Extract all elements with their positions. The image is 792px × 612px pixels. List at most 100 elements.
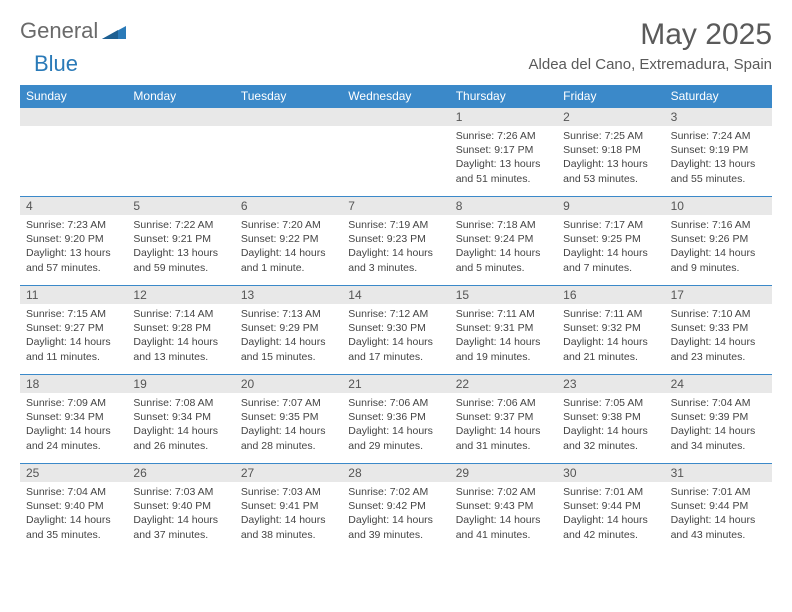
daylight-text: Daylight: 14 hours and 19 minutes. xyxy=(456,335,551,363)
dow-cell: Thursday xyxy=(450,85,557,107)
day-body: Sunrise: 7:07 AMSunset: 9:35 PMDaylight:… xyxy=(235,393,342,457)
day-body: Sunrise: 7:11 AMSunset: 9:31 PMDaylight:… xyxy=(450,304,557,368)
day-body: Sunrise: 7:15 AMSunset: 9:27 PMDaylight:… xyxy=(20,304,127,368)
sunrise-text: Sunrise: 7:11 AM xyxy=(563,307,658,321)
dow-cell: Saturday xyxy=(665,85,772,107)
day-cell: 29Sunrise: 7:02 AMSunset: 9:43 PMDayligh… xyxy=(450,464,557,552)
sunset-text: Sunset: 9:28 PM xyxy=(133,321,228,335)
day-number: 29 xyxy=(450,464,557,482)
day-cell: 12Sunrise: 7:14 AMSunset: 9:28 PMDayligh… xyxy=(127,286,234,374)
sunset-text: Sunset: 9:27 PM xyxy=(26,321,121,335)
daylight-text: Daylight: 14 hours and 29 minutes. xyxy=(348,424,443,452)
day-number-empty xyxy=(342,108,449,126)
daylight-text: Daylight: 13 hours and 53 minutes. xyxy=(563,157,658,185)
day-cell: 1Sunrise: 7:26 AMSunset: 9:17 PMDaylight… xyxy=(450,108,557,196)
day-number-empty xyxy=(20,108,127,126)
day-cell: 30Sunrise: 7:01 AMSunset: 9:44 PMDayligh… xyxy=(557,464,664,552)
day-number: 20 xyxy=(235,375,342,393)
week-row: 4Sunrise: 7:23 AMSunset: 9:20 PMDaylight… xyxy=(20,196,772,285)
day-cell: 24Sunrise: 7:04 AMSunset: 9:39 PMDayligh… xyxy=(665,375,772,463)
day-cell: 17Sunrise: 7:10 AMSunset: 9:33 PMDayligh… xyxy=(665,286,772,374)
sunrise-text: Sunrise: 7:19 AM xyxy=(348,218,443,232)
sunrise-text: Sunrise: 7:10 AM xyxy=(671,307,766,321)
dow-cell: Friday xyxy=(557,85,664,107)
sunrise-text: Sunrise: 7:03 AM xyxy=(241,485,336,499)
daylight-text: Daylight: 14 hours and 26 minutes. xyxy=(133,424,228,452)
day-cell: 22Sunrise: 7:06 AMSunset: 9:37 PMDayligh… xyxy=(450,375,557,463)
day-number: 27 xyxy=(235,464,342,482)
dow-row: SundayMondayTuesdayWednesdayThursdayFrid… xyxy=(20,85,772,107)
sunrise-text: Sunrise: 7:03 AM xyxy=(133,485,228,499)
sunrise-text: Sunrise: 7:16 AM xyxy=(671,218,766,232)
sunrise-text: Sunrise: 7:17 AM xyxy=(563,218,658,232)
sunset-text: Sunset: 9:36 PM xyxy=(348,410,443,424)
day-number: 18 xyxy=(20,375,127,393)
day-cell: 2Sunrise: 7:25 AMSunset: 9:18 PMDaylight… xyxy=(557,108,664,196)
day-cell: 31Sunrise: 7:01 AMSunset: 9:44 PMDayligh… xyxy=(665,464,772,552)
day-number: 4 xyxy=(20,197,127,215)
day-body: Sunrise: 7:06 AMSunset: 9:37 PMDaylight:… xyxy=(450,393,557,457)
dow-cell: Monday xyxy=(127,85,234,107)
month-title: May 2025 xyxy=(529,18,772,52)
day-cell: 7Sunrise: 7:19 AMSunset: 9:23 PMDaylight… xyxy=(342,197,449,285)
day-number-empty xyxy=(127,108,234,126)
day-number: 19 xyxy=(127,375,234,393)
sunset-text: Sunset: 9:22 PM xyxy=(241,232,336,246)
daylight-text: Daylight: 13 hours and 55 minutes. xyxy=(671,157,766,185)
sunrise-text: Sunrise: 7:13 AM xyxy=(241,307,336,321)
sunset-text: Sunset: 9:34 PM xyxy=(26,410,121,424)
day-number: 26 xyxy=(127,464,234,482)
day-number: 14 xyxy=(342,286,449,304)
day-body: Sunrise: 7:01 AMSunset: 9:44 PMDaylight:… xyxy=(665,482,772,546)
sunrise-text: Sunrise: 7:07 AM xyxy=(241,396,336,410)
daylight-text: Daylight: 14 hours and 23 minutes. xyxy=(671,335,766,363)
day-body: Sunrise: 7:09 AMSunset: 9:34 PMDaylight:… xyxy=(20,393,127,457)
sunset-text: Sunset: 9:37 PM xyxy=(456,410,551,424)
day-number: 9 xyxy=(557,197,664,215)
dow-cell: Sunday xyxy=(20,85,127,107)
calendar: SundayMondayTuesdayWednesdayThursdayFrid… xyxy=(20,85,772,552)
week-row: 25Sunrise: 7:04 AMSunset: 9:40 PMDayligh… xyxy=(20,463,772,552)
daylight-text: Daylight: 14 hours and 32 minutes. xyxy=(563,424,658,452)
sunset-text: Sunset: 9:41 PM xyxy=(241,499,336,513)
day-number: 3 xyxy=(665,108,772,126)
day-number: 2 xyxy=(557,108,664,126)
day-body: Sunrise: 7:17 AMSunset: 9:25 PMDaylight:… xyxy=(557,215,664,279)
daylight-text: Daylight: 14 hours and 21 minutes. xyxy=(563,335,658,363)
daylight-text: Daylight: 14 hours and 39 minutes. xyxy=(348,513,443,541)
day-body: Sunrise: 7:22 AMSunset: 9:21 PMDaylight:… xyxy=(127,215,234,279)
dow-cell: Tuesday xyxy=(235,85,342,107)
day-cell xyxy=(20,108,127,196)
day-body: Sunrise: 7:19 AMSunset: 9:23 PMDaylight:… xyxy=(342,215,449,279)
sunrise-text: Sunrise: 7:24 AM xyxy=(671,129,766,143)
sunrise-text: Sunrise: 7:23 AM xyxy=(26,218,121,232)
day-cell: 18Sunrise: 7:09 AMSunset: 9:34 PMDayligh… xyxy=(20,375,127,463)
daylight-text: Daylight: 14 hours and 28 minutes. xyxy=(241,424,336,452)
day-cell xyxy=(342,108,449,196)
day-cell: 14Sunrise: 7:12 AMSunset: 9:30 PMDayligh… xyxy=(342,286,449,374)
sunrise-text: Sunrise: 7:02 AM xyxy=(348,485,443,499)
logo-text-general: General xyxy=(20,18,98,44)
day-body: Sunrise: 7:04 AMSunset: 9:40 PMDaylight:… xyxy=(20,482,127,546)
day-cell: 25Sunrise: 7:04 AMSunset: 9:40 PMDayligh… xyxy=(20,464,127,552)
sunset-text: Sunset: 9:40 PM xyxy=(26,499,121,513)
sunrise-text: Sunrise: 7:22 AM xyxy=(133,218,228,232)
day-body: Sunrise: 7:02 AMSunset: 9:43 PMDaylight:… xyxy=(450,482,557,546)
daylight-text: Daylight: 14 hours and 15 minutes. xyxy=(241,335,336,363)
sunset-text: Sunset: 9:17 PM xyxy=(456,143,551,157)
sunset-text: Sunset: 9:42 PM xyxy=(348,499,443,513)
day-body: Sunrise: 7:26 AMSunset: 9:17 PMDaylight:… xyxy=(450,126,557,190)
daylight-text: Daylight: 14 hours and 17 minutes. xyxy=(348,335,443,363)
day-number: 28 xyxy=(342,464,449,482)
day-cell: 10Sunrise: 7:16 AMSunset: 9:26 PMDayligh… xyxy=(665,197,772,285)
day-cell: 19Sunrise: 7:08 AMSunset: 9:34 PMDayligh… xyxy=(127,375,234,463)
sunrise-text: Sunrise: 7:01 AM xyxy=(671,485,766,499)
day-number: 10 xyxy=(665,197,772,215)
day-cell: 16Sunrise: 7:11 AMSunset: 9:32 PMDayligh… xyxy=(557,286,664,374)
day-number: 7 xyxy=(342,197,449,215)
sunset-text: Sunset: 9:24 PM xyxy=(456,232,551,246)
sunset-text: Sunset: 9:26 PM xyxy=(671,232,766,246)
daylight-text: Daylight: 14 hours and 34 minutes. xyxy=(671,424,766,452)
day-number: 15 xyxy=(450,286,557,304)
title-block: May 2025 Aldea del Cano, Extremadura, Sp… xyxy=(529,18,772,73)
